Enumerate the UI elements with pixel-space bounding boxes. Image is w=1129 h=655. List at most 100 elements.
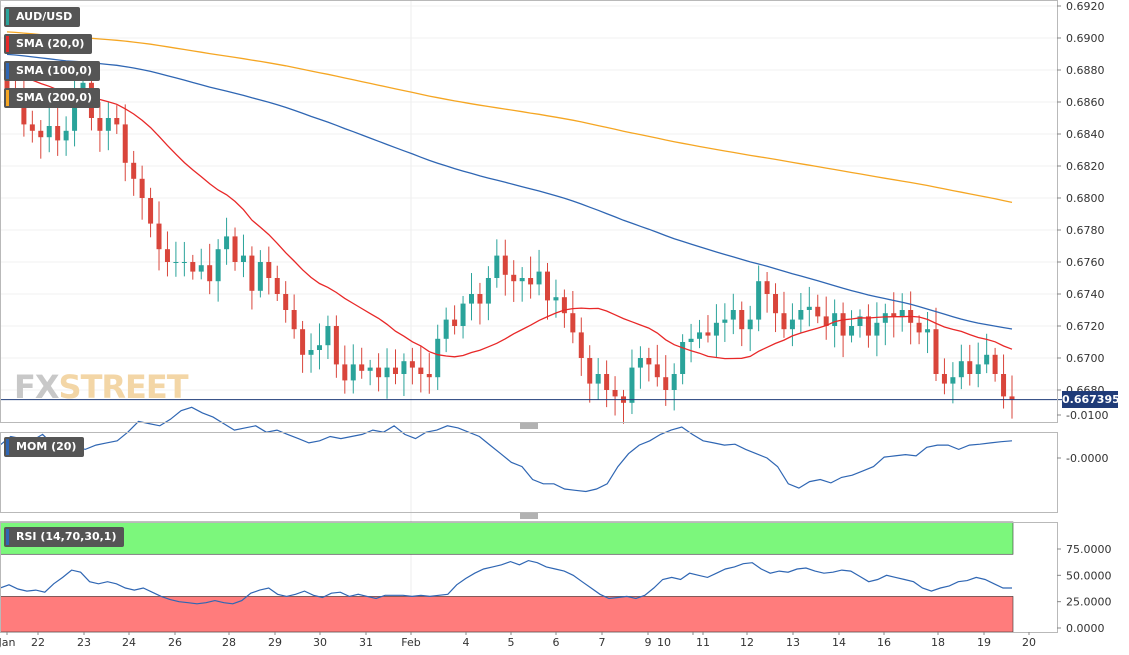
candle-body — [308, 350, 314, 355]
candle-body — [891, 313, 897, 317]
candle-body — [840, 313, 846, 336]
candle-body — [612, 390, 618, 397]
rsi-tick-1: 50.0000 — [1066, 569, 1112, 582]
x-tick-2: 23 — [77, 636, 91, 649]
candle-body — [38, 130, 44, 138]
candle-body — [1001, 374, 1007, 397]
candle-body — [595, 374, 601, 384]
price-panel — [0, 31, 1062, 424]
candle-body — [798, 310, 804, 320]
price-tick-3: 0.6860 — [1066, 96, 1105, 109]
grid-lines — [0, 0, 1057, 632]
candle-body — [97, 118, 103, 131]
candle-body — [629, 367, 635, 403]
candle-body — [190, 262, 196, 272]
candle-body — [122, 124, 128, 163]
candle-body — [452, 319, 458, 326]
candle-body — [865, 316, 871, 336]
momentum-panel — [0, 406, 1013, 493]
candle-body — [485, 278, 491, 304]
candle-body — [257, 262, 263, 291]
price-tick-9: 0.6740 — [1066, 288, 1105, 301]
candle-body — [925, 329, 931, 333]
candle-body — [131, 162, 137, 179]
rsi-panel — [0, 521, 1014, 633]
candle-body — [654, 364, 660, 378]
candle-body — [916, 322, 922, 333]
candle-body — [671, 374, 677, 390]
x-tick-21: 18 — [931, 636, 945, 649]
candle-body — [80, 82, 86, 90]
candle-body — [984, 354, 990, 365]
candle-body — [781, 313, 787, 330]
candle-body — [384, 367, 390, 378]
x-tick-17: 12 — [740, 636, 754, 649]
panel-frame-1 — [0, 432, 1058, 513]
rsi-line — [0, 559, 1012, 605]
candle-body — [722, 319, 728, 323]
candle-body — [747, 319, 753, 330]
price-tick-10: 0.6720 — [1066, 320, 1105, 333]
candle-body — [528, 278, 534, 285]
candle-body — [899, 310, 905, 317]
candle-body — [561, 297, 567, 314]
candle-body — [55, 126, 61, 141]
candle-body — [224, 236, 230, 250]
price-tick-11: 0.6700 — [1066, 352, 1105, 365]
candle-body — [215, 249, 221, 282]
candle-body — [967, 361, 973, 374]
price-tick-2: 0.6880 — [1066, 64, 1105, 77]
x-tick-0: Jan — [0, 636, 16, 649]
candle-body — [401, 361, 407, 374]
candle-body — [705, 332, 711, 336]
candle-body — [46, 126, 52, 138]
x-tick-7: 30 — [313, 636, 327, 649]
candle-body — [418, 367, 424, 374]
rsi-tick-3: 0.0000 — [1066, 622, 1105, 635]
fxstreet-logo: FXSTREET — [14, 368, 189, 406]
x-tick-22: 19 — [977, 636, 991, 649]
panel-frame-2 — [0, 522, 1058, 633]
candle-body — [570, 313, 576, 333]
candle-body — [992, 354, 998, 374]
candle-body — [815, 306, 821, 317]
candle-body — [553, 297, 559, 301]
candle-body — [502, 255, 508, 275]
x-axis: Jan 22 23 24 26 28 29 30 31 Feb 4 5 6 7 9 10 11 12 13 14 16 1… — [0, 632, 1036, 649]
candle-body — [477, 294, 483, 304]
legend-symbol-label: AUD/USD — [16, 10, 73, 23]
candle-body — [325, 326, 331, 346]
price-tick-5: 0.6820 — [1066, 160, 1105, 173]
candle-body — [443, 319, 449, 339]
panel-splitters[interactable] — [520, 423, 538, 519]
candle-body — [773, 294, 779, 314]
legend-rsi-label: RSI (14,70,30,1) — [16, 530, 117, 543]
candle-body — [435, 338, 441, 378]
price-tick-7: 0.6780 — [1066, 224, 1105, 237]
candle-body — [207, 265, 213, 282]
candle-body — [29, 124, 35, 131]
x-tick-10: 4 — [463, 636, 470, 649]
candle-body — [764, 281, 770, 294]
sma-100-line — [6, 53, 1013, 330]
candle-body — [114, 118, 120, 125]
x-tick-16: 11 — [696, 636, 710, 649]
candle-body — [139, 178, 145, 198]
candle-body — [882, 313, 888, 323]
mom-tick-0: -0.0000 — [1066, 452, 1108, 465]
x-tick-19: 14 — [832, 636, 846, 649]
x-tick-5: 28 — [222, 636, 236, 649]
candle-body — [637, 358, 643, 368]
candle-body — [680, 342, 686, 374]
x-tick-11: 5 — [508, 636, 515, 649]
candle-body — [367, 367, 373, 371]
candle-body — [739, 310, 745, 330]
legend-momentum: MOM (20) — [4, 437, 85, 457]
rsi-tick-2: 25.0000 — [1066, 596, 1112, 609]
candle-body — [857, 316, 863, 326]
candle-body — [392, 367, 398, 374]
panel-frame-0 — [0, 0, 1058, 423]
candle-body — [198, 265, 204, 272]
x-tick-3: 24 — [122, 636, 136, 649]
x-tick-23: 20 — [1022, 636, 1036, 649]
